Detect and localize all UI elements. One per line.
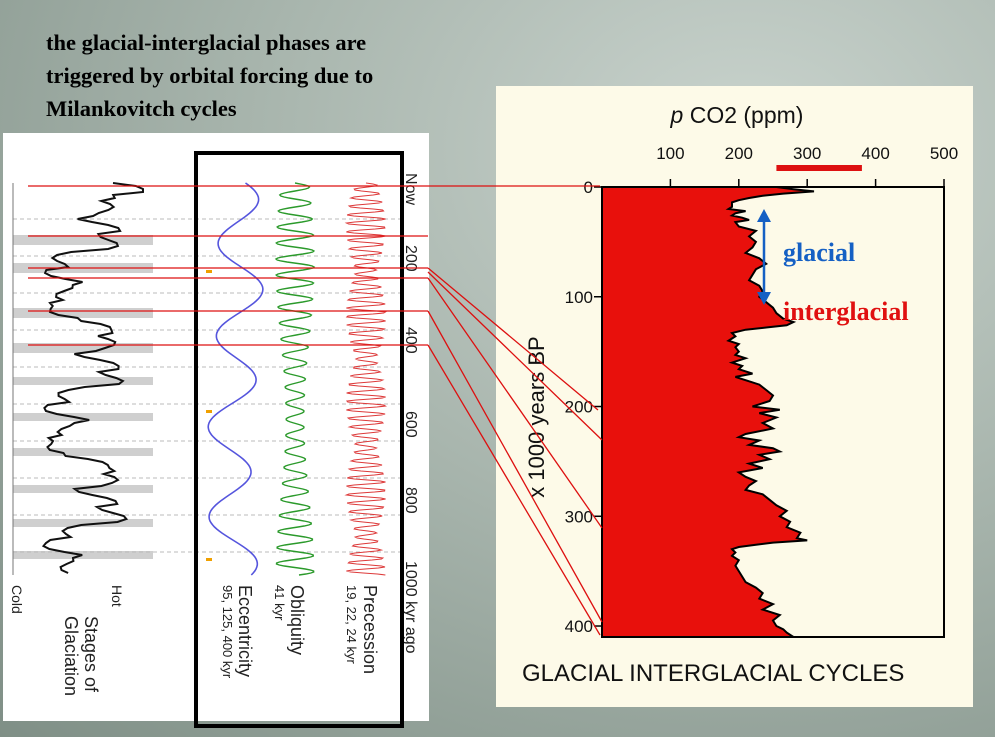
y-tick-label-0: 0 xyxy=(584,178,593,197)
orange-marker-2 xyxy=(206,558,212,561)
glacial-band-1 xyxy=(13,263,153,273)
chart-title: GLACIAL INTERGLACIAL CYCLES xyxy=(522,660,905,687)
co2-line xyxy=(725,186,815,638)
milankovitch-plot xyxy=(12,182,401,576)
glaciation-curve xyxy=(41,182,144,574)
glacial-band-8 xyxy=(13,519,153,527)
x-tick-label-200: 200 xyxy=(725,144,753,163)
glaciation-stages-label: Stages of Glaciation xyxy=(61,616,101,697)
glacial-annotation: glacial xyxy=(783,238,856,267)
hot-end-label: Hot xyxy=(109,585,125,607)
cold-end-label: Cold xyxy=(9,585,25,614)
y-tick-label-200: 200 xyxy=(565,398,593,417)
orbital-cycles-highlight-box xyxy=(194,151,404,728)
interglacial-annotation: interglacial xyxy=(783,297,909,326)
x-axis-label-italic: p xyxy=(670,102,690,128)
x-tick-label-300: 300 xyxy=(793,144,821,163)
glacial-band-9 xyxy=(13,551,153,559)
x-axis-label: p CO2 (ppm) xyxy=(670,102,804,128)
x-tick-label-400: 400 xyxy=(861,144,889,163)
glacial-band-0 xyxy=(13,235,153,245)
y-tick-label-300: 300 xyxy=(565,507,593,526)
glacial-band-4 xyxy=(13,377,153,385)
y-tick-label-100: 100 xyxy=(565,288,593,307)
glacial-band-5 xyxy=(13,413,153,421)
y-axis-label: x 1000 years BP xyxy=(524,336,549,497)
glacial-band-3 xyxy=(13,343,153,353)
glacial-band-6 xyxy=(13,448,153,456)
x-axis-label-text: CO2 (ppm) xyxy=(690,102,804,128)
x-tick-label-500: 500 xyxy=(930,144,958,163)
slide-heading: the glacial-interglacial phases are trig… xyxy=(46,30,374,121)
x-tick-label-100: 100 xyxy=(656,144,684,163)
milankovitch-panel: Cold Hot Stages of Glaciation Eccentrici… xyxy=(3,133,429,721)
precession-curve xyxy=(344,182,387,576)
co2-panel: 100 200 300 400 500 0 100 200 300 400 p CO2 (ppm) x… xyxy=(496,86,973,707)
co2-chart: 100 200 300 400 500 0 100 200 300 400 p CO2 (ppm) x… xyxy=(524,102,958,638)
orange-marker-0 xyxy=(206,270,212,273)
obliquity-curve xyxy=(274,182,316,576)
glacial-band-2 xyxy=(13,308,153,318)
orange-marker-1 xyxy=(206,410,212,413)
y-tick-label-400: 400 xyxy=(565,617,593,636)
eccentricity-curve xyxy=(207,182,264,576)
